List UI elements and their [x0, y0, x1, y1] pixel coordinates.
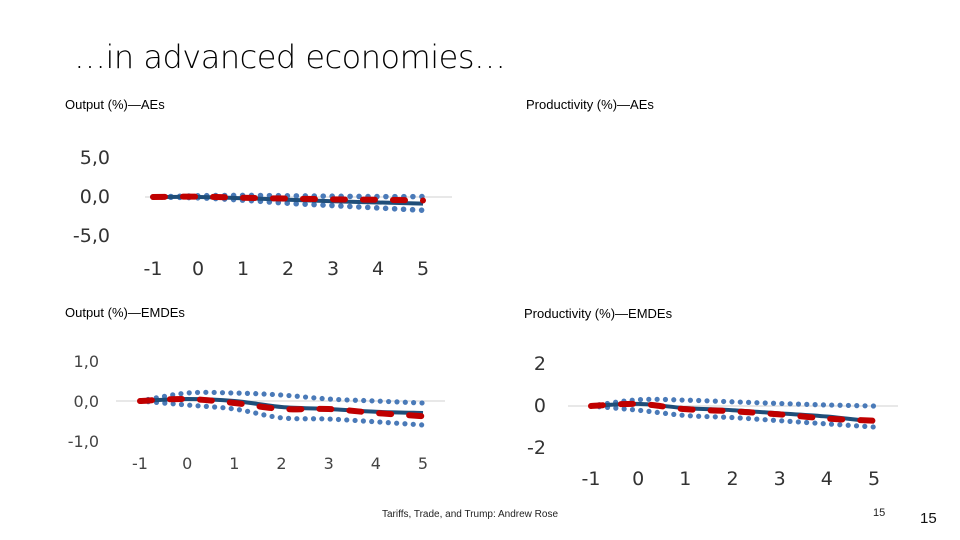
y-tick-label: -1,0: [68, 432, 99, 451]
x-tick-label: 1: [679, 468, 691, 490]
x-tick-label: 1: [229, 454, 239, 473]
y-tick-label: 2: [534, 353, 546, 375]
x-tick-label: 3: [327, 258, 339, 280]
y-tick-label: 5,0: [80, 147, 110, 169]
y-tick-label: 0,0: [74, 392, 99, 411]
x-tick-label: 5: [868, 468, 880, 490]
x-tick-label: 4: [372, 258, 384, 280]
x-tick-label: 5: [417, 258, 429, 280]
x-tick-label: 2: [282, 258, 294, 280]
series-lower-band: [137, 398, 426, 428]
x-tick-label: -1: [144, 258, 163, 280]
x-tick-label: 0: [182, 454, 192, 473]
y-tick-label: 0,0: [80, 186, 110, 208]
series-upper-band: [137, 389, 426, 406]
x-tick-label: -1: [582, 468, 601, 490]
panel-title-productivity-aes: Productivity (%)—AEs: [526, 97, 654, 112]
series-lower-band: [588, 403, 877, 430]
series-upper-band: [588, 396, 877, 409]
x-tick-label: 4: [371, 454, 381, 473]
y-tick-label: 1,0: [74, 352, 99, 371]
panel-title-output-aes: Output (%)—AEs: [65, 97, 165, 112]
y-tick-label: -5,0: [73, 225, 110, 247]
x-tick-label: 2: [726, 468, 738, 490]
series-estimate: [590, 401, 875, 424]
series-estimate: [139, 396, 424, 415]
y-tick-label: 0: [534, 395, 546, 417]
x-tick-label: 4: [821, 468, 833, 490]
x-tick-label: 3: [324, 454, 334, 473]
x-tick-label: 1: [237, 258, 249, 280]
x-tick-label: 0: [632, 468, 644, 490]
x-tick-label: 5: [418, 454, 428, 473]
slide-title: …in advanced economies…: [74, 38, 506, 76]
panel-title-productivity-emdes: Productivity (%)—EMDEs: [524, 306, 673, 321]
x-tick-label: 3: [774, 468, 786, 490]
slide-number-small: 15: [873, 507, 886, 519]
x-tick-label: 0: [192, 258, 204, 280]
x-tick-label: -1: [132, 454, 148, 473]
panel-title-output-emdes: Output (%)—EMDEs: [65, 305, 185, 320]
y-tick-label: -2: [527, 437, 546, 459]
slide-number: 15: [920, 510, 937, 527]
footer-text: Tariffs, Trade, and Trump: Andrew Rose: [382, 509, 559, 520]
x-tick-label: 2: [276, 454, 286, 473]
series-alternative: [150, 193, 426, 204]
